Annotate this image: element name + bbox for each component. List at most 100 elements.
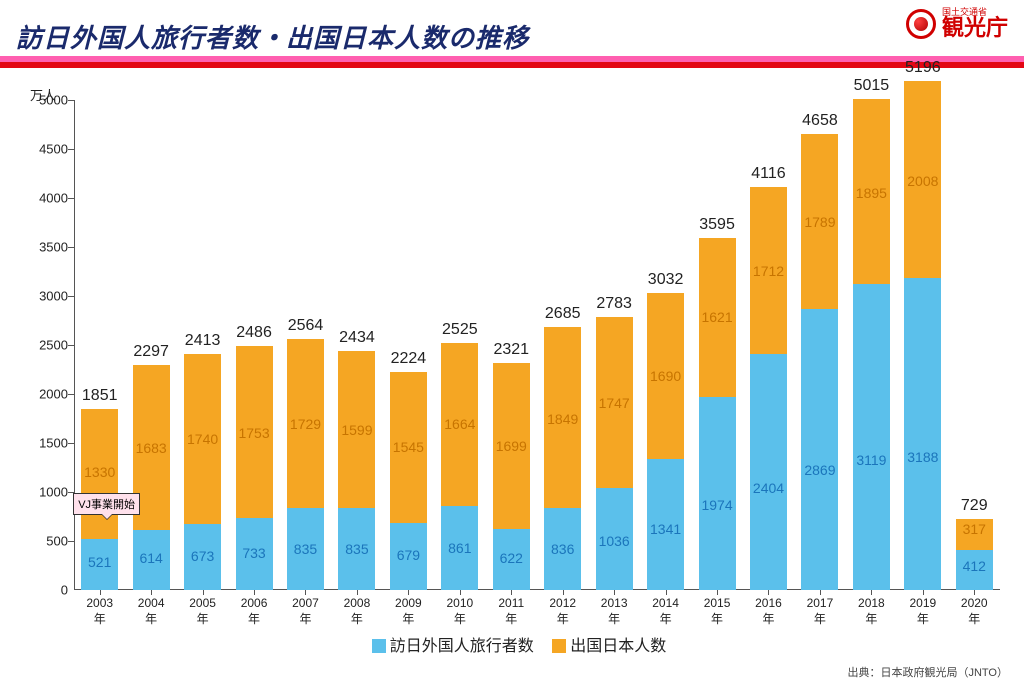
bar-column: 679154522242009年 xyxy=(390,100,427,590)
data-label-inbound: 861 xyxy=(441,540,478,556)
x-tick-label: 2007年 xyxy=(287,590,324,627)
x-tick-label: 2015年 xyxy=(699,590,736,627)
data-label-total: 729 xyxy=(956,497,993,515)
data-label-total: 5196 xyxy=(904,59,941,77)
data-label-outbound: 317 xyxy=(956,521,993,537)
data-label-outbound: 1789 xyxy=(801,214,838,230)
header: 訪日外国人旅行者数・出国日本人数の推移 国土交通省 観光庁 xyxy=(0,0,1024,62)
bar-inbound xyxy=(904,278,941,590)
x-tick-label: 2006年 xyxy=(236,590,273,627)
bar-column: 2404171241162016年 xyxy=(750,100,787,590)
bar-column: 4123177292020年 xyxy=(956,100,993,590)
data-label-total: 2564 xyxy=(287,317,324,335)
bar-column: 521133018512003年VJ事業開始 xyxy=(81,100,118,590)
gridline xyxy=(68,247,74,248)
data-label-inbound: 835 xyxy=(287,541,324,557)
bar-inbound xyxy=(699,397,736,590)
data-label-total: 2486 xyxy=(236,324,273,342)
bar-inbound xyxy=(750,354,787,590)
data-label-total: 2297 xyxy=(133,343,170,361)
legend-label-inbound: 訪日外国人旅行者数 xyxy=(390,638,534,655)
legend-swatch-outbound xyxy=(552,639,566,653)
x-tick-label: 2014年 xyxy=(647,590,684,627)
data-label-total: 2685 xyxy=(544,305,581,323)
x-tick-label: 2011年 xyxy=(493,590,530,627)
data-label-outbound: 1712 xyxy=(750,263,787,279)
data-label-inbound: 1974 xyxy=(699,497,736,513)
bar-inbound xyxy=(801,309,838,590)
y-axis-line xyxy=(74,100,75,590)
data-label-total: 4658 xyxy=(801,112,838,130)
bar-column: 3119189550152018年 xyxy=(853,100,890,590)
gridline xyxy=(68,345,74,346)
data-label-inbound: 835 xyxy=(338,541,375,557)
gridline xyxy=(68,443,74,444)
bar-column: 861166425252010年 xyxy=(441,100,478,590)
data-label-inbound: 521 xyxy=(81,554,118,570)
data-label-total: 1851 xyxy=(81,387,118,405)
x-tick-label: 2016年 xyxy=(750,590,787,627)
data-label-total: 4116 xyxy=(750,165,787,183)
data-label-total: 5015 xyxy=(853,77,890,95)
data-label-inbound: 614 xyxy=(133,550,170,566)
agency-logo: 国土交通省 観光庁 xyxy=(906,8,1008,39)
data-label-total: 2434 xyxy=(338,329,375,347)
header-stripe xyxy=(0,56,1024,72)
data-label-total: 2783 xyxy=(596,295,633,313)
gridline xyxy=(68,198,74,199)
bar-column: 836184926852012年 xyxy=(544,100,581,590)
data-label-outbound: 1664 xyxy=(441,416,478,432)
data-label-outbound: 1599 xyxy=(338,422,375,438)
x-tick-label: 2013年 xyxy=(596,590,633,627)
x-tick-label: 2012年 xyxy=(544,590,581,627)
bar-column: 2869178946582017年 xyxy=(801,100,838,590)
page-title: 訪日外国人旅行者数・出国日本人数の推移 xyxy=(16,18,529,55)
callout-vj: VJ事業開始 xyxy=(73,493,140,515)
bar-column: 835172925642007年 xyxy=(287,100,324,590)
gridline xyxy=(68,100,74,101)
bar-column: 1036174727832013年 xyxy=(596,100,633,590)
stacked-bar-chart: 0500100015002000250030003500400045005000… xyxy=(74,100,1000,590)
data-label-inbound: 3119 xyxy=(853,452,890,468)
y-tick-label: 0 xyxy=(61,583,74,598)
x-tick-label: 2005年 xyxy=(184,590,221,627)
gridline xyxy=(68,394,74,395)
bar-column: 733175324862006年 xyxy=(236,100,273,590)
data-label-inbound: 2404 xyxy=(750,480,787,496)
bar-column: 614168322972004年 xyxy=(133,100,170,590)
bar-column: 835159924342008年 xyxy=(338,100,375,590)
data-label-total: 2321 xyxy=(493,341,530,359)
x-tick-label: 2009年 xyxy=(390,590,427,627)
data-label-outbound: 1753 xyxy=(236,425,273,441)
data-label-outbound: 1729 xyxy=(287,416,324,432)
source-attribution: 出典：日本政府観光局（JNTO） xyxy=(847,664,1008,680)
x-tick-label: 2004年 xyxy=(133,590,170,627)
x-tick-label: 2003年 xyxy=(81,590,118,627)
gridline xyxy=(68,541,74,542)
data-label-outbound: 1849 xyxy=(544,411,581,427)
data-label-inbound: 1036 xyxy=(596,533,633,549)
bar-column: 673174024132005年 xyxy=(184,100,221,590)
x-tick-label: 2019年 xyxy=(904,590,941,627)
bar-column: 1974162135952015年 xyxy=(699,100,736,590)
data-label-total: 3595 xyxy=(699,216,736,234)
data-label-outbound: 1690 xyxy=(647,368,684,384)
data-label-inbound: 673 xyxy=(184,548,221,564)
data-label-inbound: 836 xyxy=(544,541,581,557)
legend: 訪日外国人旅行者数 出国日本人数 xyxy=(0,632,1024,656)
data-label-inbound: 679 xyxy=(390,547,427,563)
data-label-total: 2413 xyxy=(184,332,221,350)
data-label-inbound: 733 xyxy=(236,545,273,561)
data-label-outbound: 1330 xyxy=(81,464,118,480)
data-label-outbound: 1545 xyxy=(390,439,427,455)
bar-column: 3188200851962019年 xyxy=(904,100,941,590)
legend-swatch-inbound xyxy=(372,639,386,653)
x-tick-label: 2008年 xyxy=(338,590,375,627)
legend-label-outbound: 出国日本人数 xyxy=(570,638,666,655)
data-label-outbound: 1683 xyxy=(133,440,170,456)
x-tick-label: 2018年 xyxy=(853,590,890,627)
data-label-outbound: 2008 xyxy=(904,173,941,189)
gridline xyxy=(68,296,74,297)
bar-column: 1341169030322014年 xyxy=(647,100,684,590)
data-label-inbound: 3188 xyxy=(904,449,941,465)
